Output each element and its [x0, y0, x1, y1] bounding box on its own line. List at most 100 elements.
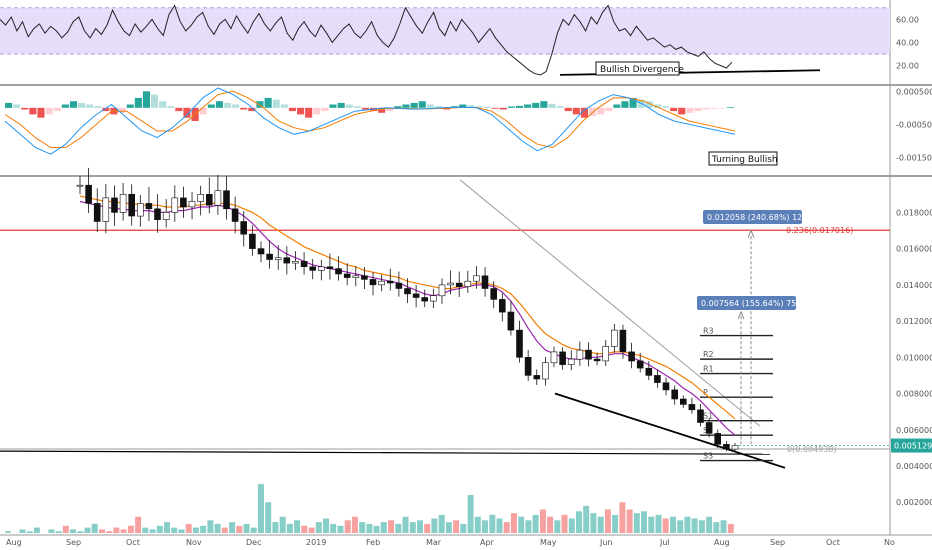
price-tick-label: 0.018000	[896, 208, 932, 217]
volume-bar	[221, 527, 228, 533]
bullish-divergence-label: Bullish Divergence	[595, 61, 684, 76]
target-arrow-head	[747, 229, 755, 238]
time-axis-label: Feb	[366, 538, 380, 547]
volume-bar	[113, 527, 120, 533]
candle-body	[309, 266, 317, 271]
volume-bar	[489, 514, 496, 533]
volume-bar	[626, 509, 633, 533]
macd-histogram-bar	[378, 107, 386, 113]
volume-bar	[670, 516, 676, 533]
macd-histogram-bar	[467, 105, 475, 108]
time-axis-label: Apr	[480, 538, 495, 547]
volume-bar	[698, 520, 705, 533]
macd-histogram-bar	[589, 107, 597, 117]
target-arrow-head	[737, 310, 745, 320]
volume-bar	[236, 525, 243, 533]
macd-histogram-bar	[29, 107, 37, 115]
target-1-text: 0.012058 (240.68%) 12058	[707, 213, 818, 222]
macd-histogram-bar	[532, 102, 540, 108]
time-axis-label: 2019	[306, 538, 326, 547]
candle-body	[490, 288, 498, 300]
price-tick-label: 0.010000	[896, 353, 932, 362]
price-tick-label: 0.014000	[896, 281, 932, 290]
volume-bar	[677, 520, 684, 533]
macd-histogram-bar	[118, 107, 126, 113]
volume-bar	[323, 518, 329, 533]
volume-bar	[229, 522, 236, 533]
macd-histogram-bar	[597, 107, 605, 115]
macd-histogram-bar	[215, 101, 223, 108]
macd-histogram-bar	[232, 104, 240, 108]
time-axis-label: Jul	[659, 538, 670, 547]
macd-histogram-bar	[361, 107, 369, 110]
price-tick-label: 0.006000	[896, 426, 932, 435]
candle-body	[352, 275, 360, 278]
candle-body	[645, 367, 653, 376]
candle-body	[386, 280, 394, 284]
volume-bar	[568, 518, 575, 533]
candle-body	[266, 253, 273, 260]
macd-histogram-bar	[475, 106, 483, 108]
volume-bar	[315, 522, 322, 533]
time-axis-label: Mar	[426, 538, 442, 547]
macd-histogram-bar	[718, 107, 726, 109]
volume-bar	[395, 523, 402, 533]
macd-histogram-bar	[134, 97, 142, 108]
candle-body	[249, 233, 256, 249]
volume-bar	[648, 516, 655, 533]
volume-bar	[127, 525, 134, 533]
volume-bar	[706, 516, 713, 533]
time-axis-label: Sep	[66, 538, 81, 547]
turning-bullish-label: Turning Bullish	[708, 151, 778, 166]
volume-bar	[525, 520, 532, 533]
volume-bar	[207, 520, 214, 533]
candle-body	[335, 268, 342, 275]
macd-histogram-bar	[167, 106, 175, 108]
time-axis-label: Sep	[770, 538, 785, 547]
macd-signal-line	[4, 90, 736, 149]
volume-bar	[33, 527, 40, 533]
price-panel: 0.018000 0.016000 0.014000 0.012000 0.010000…	[0, 167, 932, 533]
macd-histogram-bar	[605, 107, 613, 112]
pivot-level-label: S1	[703, 412, 713, 421]
candle-body	[662, 382, 670, 391]
volume-bar	[178, 529, 185, 533]
macd-histogram-bar	[126, 104, 134, 108]
candle-body	[481, 275, 489, 289]
volume-bar	[576, 511, 582, 533]
candle-body	[654, 375, 661, 383]
volume-bar	[214, 523, 221, 533]
macd-histogram-bar	[483, 106, 491, 108]
candle-body	[438, 284, 446, 297]
volume-bar	[70, 529, 76, 533]
macd-histogram-bar	[402, 104, 410, 108]
macd-histogram-bar	[564, 107, 572, 112]
candle-body	[180, 197, 187, 208]
time-axis-label: Aug	[6, 538, 22, 547]
candle-body	[283, 257, 291, 264]
candle-body	[317, 266, 325, 271]
macd-histogram-bar	[329, 104, 337, 108]
volume-bar	[250, 527, 257, 533]
rsi-tick-label: 40.00	[896, 39, 919, 48]
time-axis: Aug Sep Oct Nov Dec 2019 Feb Mar Apr May Jun Jul Aug…	[6, 538, 895, 547]
volume-bar	[351, 516, 358, 533]
volume-bar	[344, 520, 351, 533]
volume-bar	[597, 516, 604, 533]
volume-bar	[120, 529, 127, 533]
volume-bar	[308, 527, 315, 533]
candle-body	[628, 351, 635, 362]
macd-histogram-bar	[345, 104, 353, 108]
target-2-label: 0.007564 (155.64%) 7564	[697, 296, 806, 310]
macd-histogram-bar	[69, 101, 77, 108]
volume-bar	[532, 514, 539, 533]
candle-body	[257, 248, 265, 255]
volume-bar	[279, 516, 286, 533]
candle-body	[723, 443, 730, 450]
volume-bar	[99, 529, 105, 533]
volume-bar	[496, 518, 503, 533]
candle-body	[119, 194, 127, 213]
macd-tick-label: -0.000500	[896, 120, 932, 129]
macd-histogram-bar	[556, 106, 564, 108]
macd-histogram-bar	[264, 97, 272, 108]
